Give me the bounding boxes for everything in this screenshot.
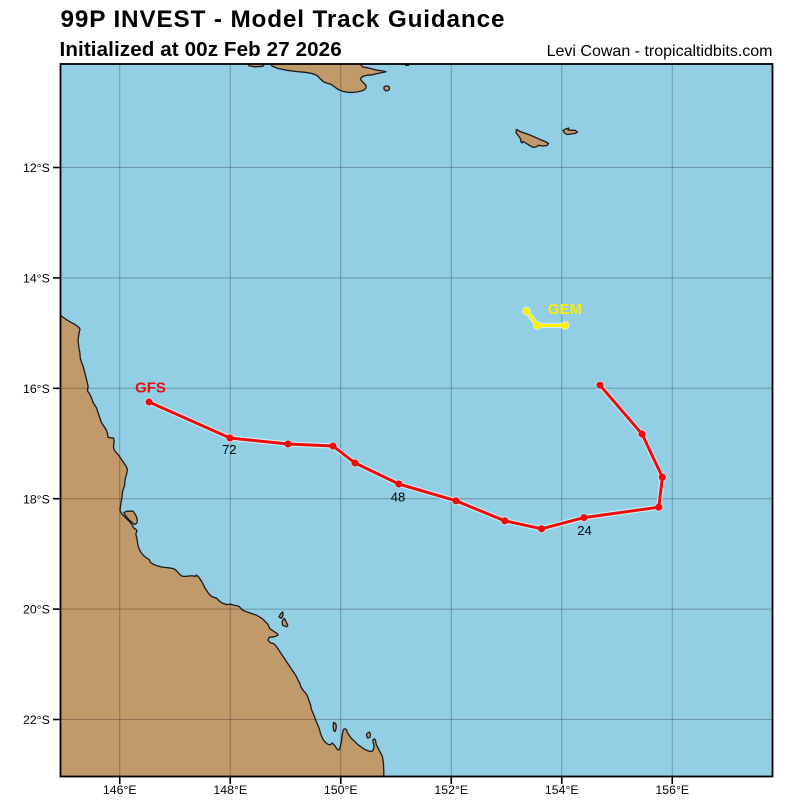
svg-text:18°S: 18°S	[23, 492, 50, 506]
svg-text:156°E: 156°E	[655, 783, 689, 797]
svg-text:146°E: 146°E	[103, 783, 137, 797]
svg-text:12°S: 12°S	[23, 161, 50, 175]
svg-text:150°E: 150°E	[324, 783, 358, 797]
svg-text:GEM: GEM	[548, 301, 582, 318]
svg-text:Initialized at 00z Feb 27 2026: Initialized at 00z Feb 27 2026	[60, 38, 342, 61]
svg-text:20°S: 20°S	[23, 603, 50, 617]
svg-text:154°E: 154°E	[545, 783, 579, 797]
svg-text:48: 48	[391, 490, 405, 505]
svg-text:22°S: 22°S	[23, 713, 50, 727]
svg-text:152°E: 152°E	[434, 783, 468, 797]
svg-text:Levi Cowan - tropicaltidbits.c: Levi Cowan - tropicaltidbits.com	[547, 43, 773, 60]
svg-text:24: 24	[577, 523, 591, 538]
svg-text:GFS: GFS	[135, 380, 166, 397]
svg-text:14°S: 14°S	[23, 272, 50, 286]
svg-text:72: 72	[222, 442, 236, 457]
svg-text:148°E: 148°E	[213, 783, 247, 797]
svg-text:99P INVEST - Model Track Guida: 99P INVEST - Model Track Guidance	[61, 6, 506, 33]
svg-text:16°S: 16°S	[23, 382, 50, 396]
